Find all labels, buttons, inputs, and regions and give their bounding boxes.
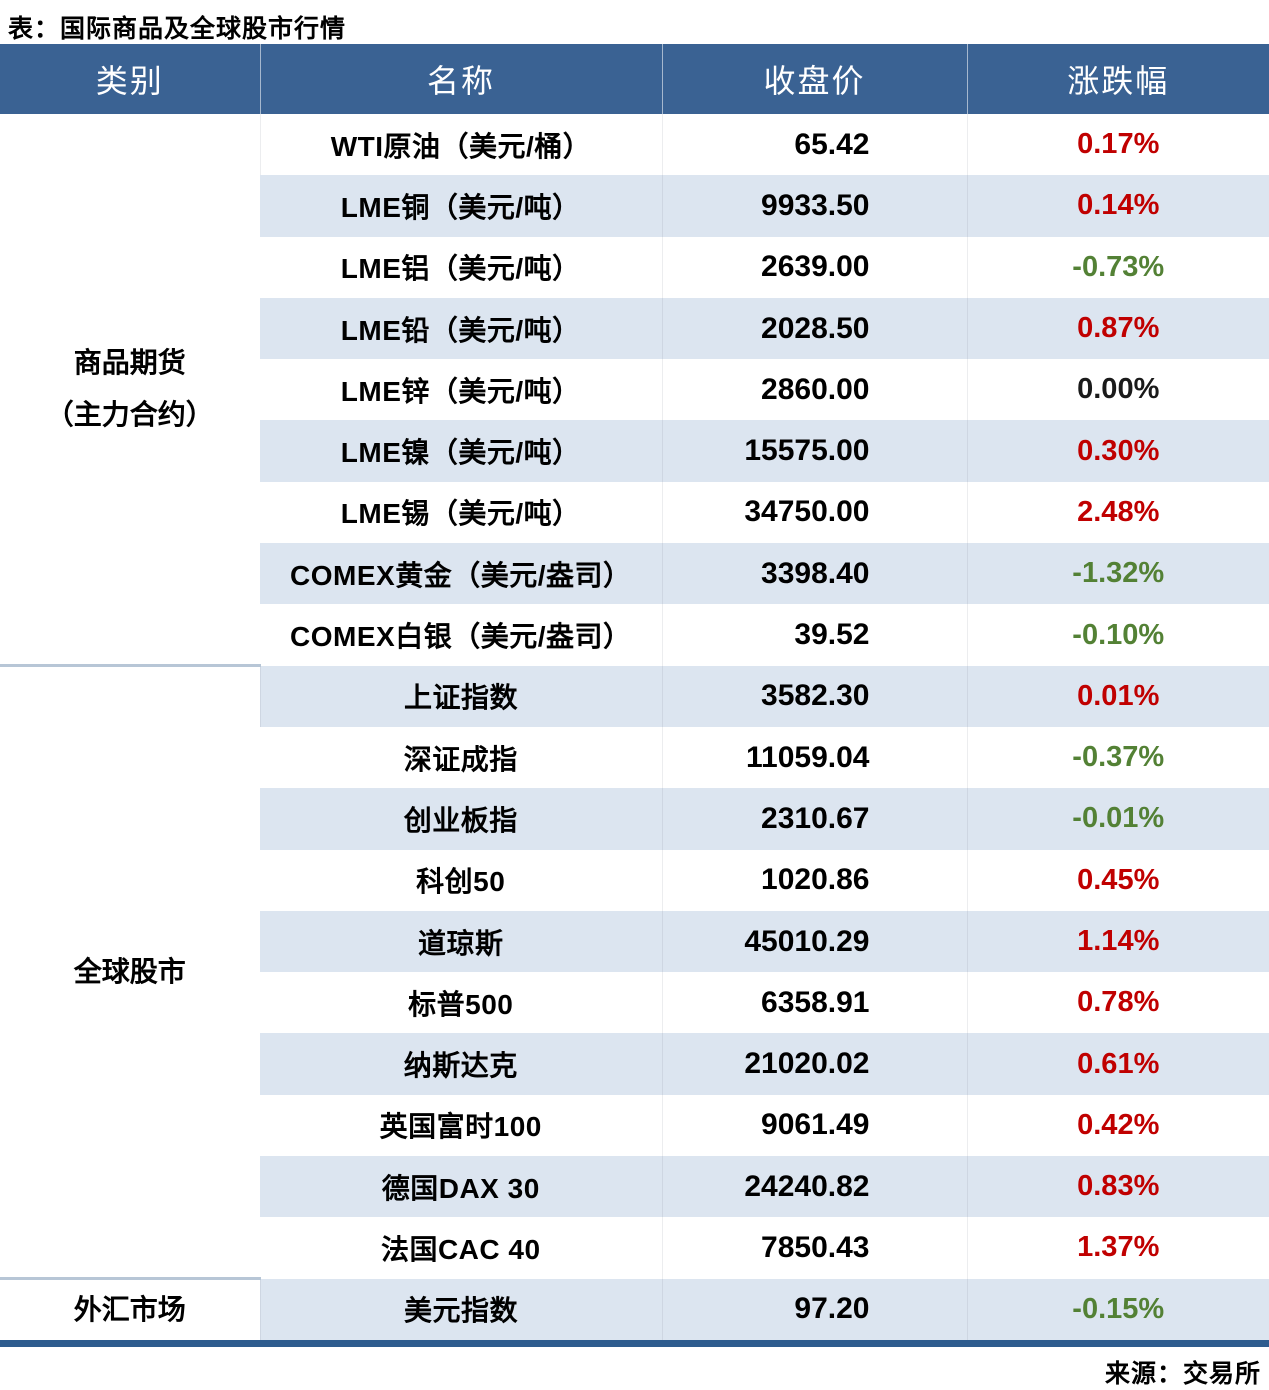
name-cell: LME铜（美元/吨） <box>260 175 662 237</box>
change-cell: 0.01% <box>966 665 1269 727</box>
change-cell: 0.61% <box>966 1033 1269 1095</box>
category-label-line: 全球股市 <box>73 956 186 988</box>
close-cell: 15575.00 <box>661 420 967 482</box>
category-label-line: （主力合约） <box>45 399 214 431</box>
name-cell: 创业板指 <box>260 788 662 850</box>
change-cell: -0.73% <box>966 236 1269 298</box>
table-row: LME铜（美元/吨） 9933.50 0.14% <box>0 175 1269 237</box>
change-cell: 2.48% <box>966 481 1269 544</box>
change-cell: 0.17% <box>966 114 1269 176</box>
table-row: 纳斯达克 21020.02 0.61% <box>0 1033 1269 1095</box>
table-row: 法国CAC 40 7850.43 1.37% <box>0 1217 1269 1279</box>
name-cell: 深证成指 <box>403 743 518 775</box>
name-cell: 英国富时100 <box>379 1111 542 1143</box>
table-row: COMEX黄金（美元/盎司） 3398.40 -1.32% <box>0 543 1269 605</box>
close-cell: 3582.30 <box>661 665 967 727</box>
table-row: 全球股市 上证指数 3582.30 0.01% <box>0 665 1269 1281</box>
header-cell-category: 类别 <box>0 44 260 114</box>
change-cell: -0.37% <box>966 726 1269 789</box>
change-cell: 0.87% <box>966 297 1269 360</box>
change-cell: 0.83% <box>966 1156 1269 1218</box>
close-cell: 97.20 <box>661 1278 967 1340</box>
header-cell-close: 收盘价 <box>661 44 967 114</box>
table-row: LME镍（美元/吨） 15575.00 0.30% <box>0 420 1269 482</box>
table-row: 科创50 1020.86 0.45% <box>0 849 1269 911</box>
table-row: 英国富时100 9061.49 0.42% <box>0 1094 1269 1157</box>
change-cell: -0.10% <box>966 604 1269 666</box>
category-cell: 商品期货 （主力合约） <box>0 114 260 668</box>
change-cell: 0.45% <box>966 849 1269 911</box>
table-header-row: 类别 名称 收盘价 涨跌幅 <box>0 44 1269 114</box>
close-cell: 6358.91 <box>661 972 967 1034</box>
category-cell: 全球股市 <box>0 665 260 1281</box>
name-cell: 德国DAX 30 <box>260 1156 662 1218</box>
change-cell: 1.14% <box>966 910 1269 973</box>
close-cell: 3398.40 <box>661 543 967 605</box>
quotes-table: 类别 名称 收盘价 涨跌幅 商品期货 （主力合约） WTI原油（美元/桶） 65.42… <box>0 44 1269 1340</box>
category-cell: 外汇市场 <box>0 1278 260 1340</box>
table-row: LME铝（美元/吨） 2639.00 -0.73% <box>0 236 1269 298</box>
name-cell: LME镍（美元/吨） <box>260 420 662 482</box>
name-cell: COMEX白银（美元/盎司） <box>290 621 632 653</box>
name-cell: 美元指数 <box>259 1278 662 1340</box>
table-row: 道琼斯 45010.29 1.14% <box>0 910 1269 973</box>
source-label: 来源：交易所 <box>1104 1359 1261 1388</box>
header-cell-change: 涨跌幅 <box>966 44 1269 114</box>
close-cell: 34750.00 <box>661 481 967 544</box>
table-body: 商品期货 （主力合约） WTI原油（美元/桶） 65.42 0.17% LME铜（美元/吨… <box>0 114 1269 1340</box>
change-cell: -0.15% <box>966 1278 1269 1340</box>
table-row: 商品期货 （主力合约） WTI原油（美元/桶） 65.42 0.17% <box>0 114 1269 668</box>
table-row: COMEX白银（美元/盎司） 39.52 -0.10% <box>0 604 1269 666</box>
close-cell: 7850.43 <box>661 1217 967 1279</box>
table-bottom-rule <box>0 1339 1269 1347</box>
close-cell: 2028.50 <box>661 297 967 360</box>
name-cell: 道琼斯 <box>260 910 662 973</box>
close-cell: 21020.02 <box>661 1033 967 1095</box>
change-cell: 0.78% <box>966 972 1269 1034</box>
name-cell: LME锌（美元/吨） <box>340 375 581 407</box>
close-cell: 2310.67 <box>661 788 967 850</box>
name-cell: 科创50 <box>416 866 506 898</box>
table-row: 创业板指 2310.67 -0.01% <box>0 788 1269 850</box>
name-cell: COMEX黄金（美元/盎司） <box>260 543 662 605</box>
close-cell: 9061.49 <box>661 1094 967 1157</box>
change-cell: -0.01% <box>966 788 1269 850</box>
header-cell-name: 名称 <box>259 44 662 114</box>
name-cell: 标普500 <box>408 988 514 1020</box>
table-row: 外汇市场 美元指数 97.20 -0.15% <box>0 1278 1269 1340</box>
table-row: 德国DAX 30 24240.82 0.83% <box>0 1156 1269 1218</box>
close-cell: 2639.00 <box>661 236 967 298</box>
name-cell: LME铅（美元/吨） <box>260 297 662 360</box>
name-cell: 纳斯达克 <box>260 1033 662 1095</box>
close-cell: 39.52 <box>661 604 967 666</box>
close-cell: 2860.00 <box>661 359 967 421</box>
change-cell: 0.30% <box>966 420 1269 482</box>
close-cell: 11059.04 <box>661 726 967 789</box>
change-cell: 0.14% <box>966 175 1269 237</box>
table-row: 标普500 6358.91 0.78% <box>0 972 1269 1034</box>
name-cell: LME锡（美元/吨） <box>340 498 581 530</box>
close-cell: 45010.29 <box>661 910 967 973</box>
category-label-line: 外汇市场 <box>73 1294 186 1326</box>
table-row: LME锌（美元/吨） 2860.00 0.00% <box>0 359 1269 421</box>
page-title: 表：国际商品及全球股市行情 <box>8 15 347 43</box>
category-label-line: 商品期货 <box>73 347 186 379</box>
table-row: 深证成指 11059.04 -0.37% <box>0 726 1269 789</box>
close-cell: 65.42 <box>661 114 967 176</box>
change-cell: 0.00% <box>966 359 1269 421</box>
close-cell: 1020.86 <box>661 849 967 911</box>
close-cell: 24240.82 <box>661 1156 967 1218</box>
table-row: LME锡（美元/吨） 34750.00 2.48% <box>0 481 1269 544</box>
name-cell: 上证指数 <box>259 665 662 727</box>
change-cell: 0.42% <box>966 1094 1269 1157</box>
close-cell: 9933.50 <box>661 175 967 237</box>
change-cell: -1.32% <box>966 543 1269 605</box>
change-cell: 1.37% <box>966 1217 1269 1279</box>
name-cell: 法国CAC 40 <box>380 1233 541 1265</box>
name-cell: WTI原油（美元/桶） <box>259 114 662 176</box>
table-row: LME铅（美元/吨） 2028.50 0.87% <box>0 297 1269 360</box>
name-cell: LME铝（美元/吨） <box>340 253 581 285</box>
